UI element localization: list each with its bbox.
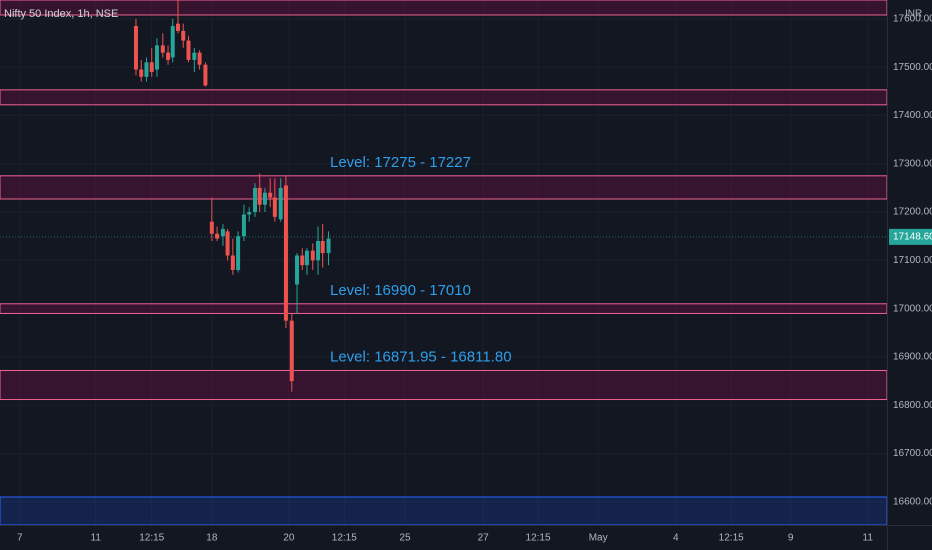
x-tick-label: 12:15 [719,533,744,544]
candle-body [268,192,273,198]
candle-body [247,212,252,215]
candle-body [209,221,214,234]
x-tick-label: 7 [17,533,23,544]
candle-body [278,187,283,220]
candle-body [166,52,171,60]
x-tick-label: 12:15 [139,533,164,544]
y-tick-label: 17500.00 [893,62,932,73]
candle-body [175,23,180,31]
zone-label: Level: 17275 - 17227 [330,154,471,171]
candle-body [326,238,331,254]
candle-body [295,255,300,285]
candle-body [225,231,230,256]
candle-body [241,214,246,237]
candle-body [203,64,208,86]
zone [0,303,888,314]
candle-body [154,45,159,70]
zone [0,175,888,200]
candle-body [181,30,186,41]
x-tick-label: 11 [863,533,874,544]
y-tick-label: 16600.00 [893,496,932,507]
candle-body [262,192,267,205]
x-tick-label: 27 [478,533,490,544]
candle-body [316,241,321,261]
y-tick-label: 17100.00 [893,255,932,266]
x-tick-label: 25 [399,533,411,544]
zone [0,89,888,106]
y-tick-label: 17200.00 [893,207,932,218]
candle-body [230,255,235,270]
y-tick-label: 17600.00 [893,13,932,24]
y-tick-label: 17000.00 [893,303,932,314]
y-tick-label: 17300.00 [893,158,932,169]
candle-body [257,187,262,205]
x-tick-label: 20 [283,533,295,544]
y-tick-label: 16900.00 [893,352,932,363]
candle-body [133,26,138,70]
last-price-label: 17148.60 [893,231,932,242]
x-tick-label: May [589,533,608,544]
x-tick-label: 11 [91,533,102,544]
x-tick-label: 12:15 [332,533,357,544]
candle-body [192,52,197,60]
y-tick-label: 17400.00 [893,110,932,121]
candle-body [149,62,154,72]
currency-label: INR [905,9,922,20]
zone-label: Level: 16990 - 17010 [330,282,471,299]
candle-body [144,62,149,77]
candle-body [289,320,294,382]
candle-body [186,40,191,60]
candle-body [170,26,175,58]
zone-label: Level: 16871.95 - 16811.80 [330,348,512,365]
y-tick-label: 16700.00 [893,448,932,459]
candle-body [220,228,225,237]
zone [0,369,888,401]
x-tick-label: 12:15 [526,533,551,544]
candle-body [139,69,144,77]
candle-body [283,185,288,321]
x-tick-label: 18 [206,533,218,544]
last-price-tag [889,228,932,245]
y-tick-label: 16800.00 [893,400,932,411]
zone [0,496,888,526]
candle-body [236,236,241,270]
candle-body [320,241,325,254]
candle-body [272,197,277,217]
candle-body [310,250,315,261]
candle-body [304,250,309,266]
x-tick-label: 4 [673,533,679,544]
candle-body [300,255,305,266]
x-tick-label: 9 [788,533,794,544]
candle-body [253,187,258,213]
candle-body [215,233,220,239]
zone [0,0,888,16]
candle-body [160,45,165,53]
chart-title: Nifty 50 Index, 1h, NSE [4,8,118,20]
candle-body [197,52,202,65]
